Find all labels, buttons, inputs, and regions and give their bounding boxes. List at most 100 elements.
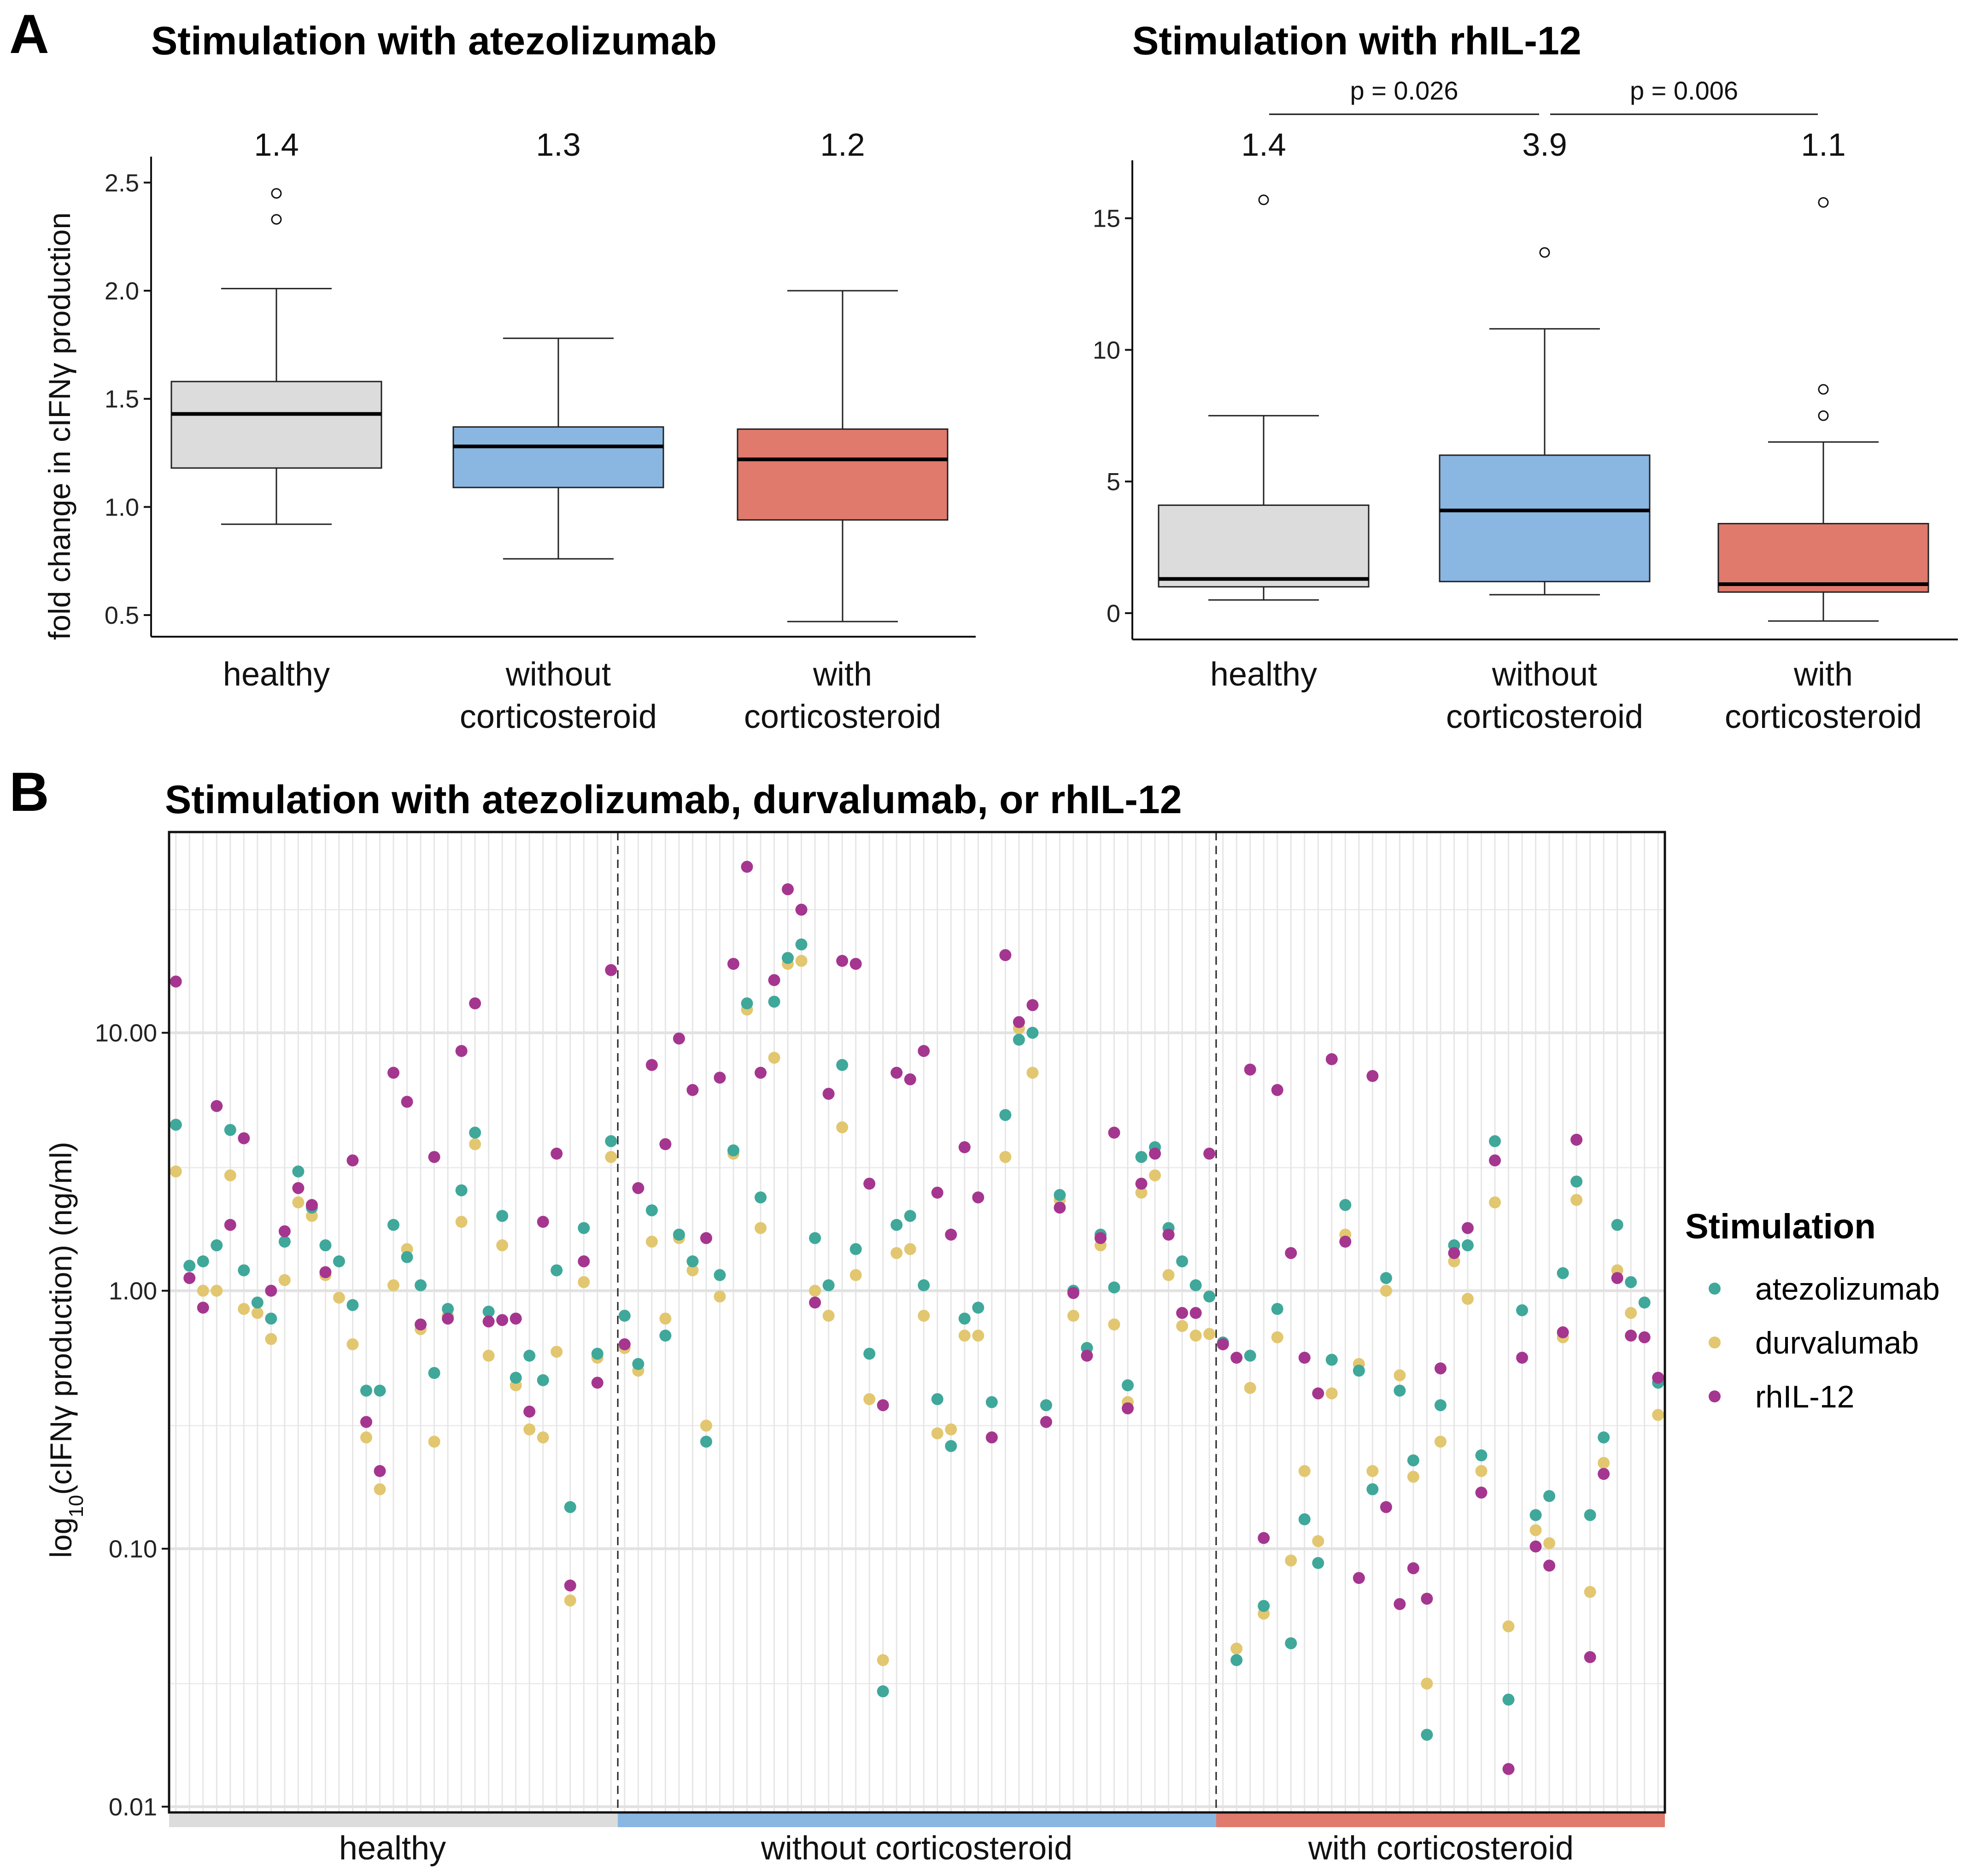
point-atezolizumab: [211, 1239, 223, 1252]
point-rhil12: [1448, 1247, 1460, 1259]
right-y-tick-label: 5: [1107, 468, 1120, 496]
point-rhil12: [265, 1284, 277, 1297]
point-durvalumab: [1448, 1255, 1460, 1267]
point-atezolizumab: [673, 1228, 685, 1241]
point-rhil12: [1489, 1154, 1501, 1167]
point-rhil12: [537, 1216, 549, 1228]
point-atezolizumab: [455, 1184, 468, 1196]
point-atezolizumab: [1584, 1509, 1596, 1521]
panel-b-y-axis-title: log10(cIFNγ production) (ng/ml): [44, 1142, 88, 1558]
point-durvalumab: [1380, 1284, 1392, 1297]
point-atezolizumab: [686, 1255, 699, 1267]
point-atezolizumab: [768, 996, 780, 1008]
point-atezolizumab: [564, 1501, 576, 1513]
point-durvalumab: [1271, 1331, 1283, 1343]
point-rhil12: [972, 1191, 984, 1204]
point-durvalumab: [305, 1210, 318, 1222]
point-rhil12: [863, 1178, 876, 1190]
point-rhil12: [849, 958, 862, 970]
left-median-label-with: 1.2: [820, 127, 865, 163]
point-rhil12: [415, 1318, 427, 1331]
point-atezolizumab: [387, 1219, 400, 1231]
point-rhil12: [714, 1072, 726, 1084]
point-durvalumab: [292, 1196, 305, 1208]
right-outlier-healthy: [1258, 194, 1269, 205]
point-atezolizumab: [931, 1393, 943, 1405]
point-rhil12: [1380, 1501, 1392, 1513]
point-durvalumab: [578, 1276, 590, 1288]
point-atezolizumab: [346, 1299, 359, 1311]
point-rhil12: [877, 1399, 889, 1412]
point-durvalumab: [1570, 1194, 1583, 1206]
point-rhil12: [1407, 1562, 1419, 1574]
point-durvalumab: [1203, 1328, 1216, 1340]
point-rhil12: [1543, 1559, 1556, 1572]
point-durvalumab: [455, 1216, 468, 1228]
point-durvalumab: [523, 1423, 536, 1436]
point-durvalumab: [224, 1169, 236, 1182]
point-atezolizumab: [496, 1210, 509, 1222]
right-y-tick-label: 0: [1107, 600, 1120, 627]
point-durvalumab: [360, 1431, 373, 1444]
point-rhil12: [510, 1313, 522, 1325]
left-median-label-healthy: 1.4: [254, 127, 299, 163]
point-atezolizumab: [1026, 1026, 1039, 1039]
point-durvalumab: [333, 1291, 345, 1304]
point-atezolizumab: [822, 1279, 835, 1291]
point-atezolizumab: [918, 1279, 930, 1291]
point-durvalumab: [686, 1264, 699, 1277]
point-durvalumab: [645, 1236, 658, 1248]
point-durvalumab: [1312, 1535, 1324, 1548]
point-atezolizumab: [1135, 1151, 1148, 1163]
point-atezolizumab: [170, 1119, 182, 1131]
point-rhil12: [890, 1067, 903, 1079]
point-rhil12: [211, 1100, 223, 1112]
point-rhil12: [741, 861, 753, 873]
right-box-without: [1439, 454, 1651, 582]
point-rhil12: [455, 1045, 468, 1057]
left-category-without-line2: corticosteroid: [460, 698, 657, 735]
right-category-without-line1: without: [1492, 656, 1597, 693]
point-durvalumab: [863, 1393, 876, 1405]
point-durvalumab: [265, 1333, 277, 1345]
point-durvalumab: [849, 1269, 862, 1281]
point-atezolizumab: [1040, 1399, 1052, 1412]
point-atezolizumab: [809, 1232, 821, 1244]
point-durvalumab: [822, 1309, 835, 1322]
point-rhil12: [1475, 1486, 1488, 1499]
point-rhil12: [428, 1151, 440, 1163]
scatter-y-tick-label: 0.01: [109, 1794, 157, 1821]
left-category-without-line1: without: [505, 656, 611, 693]
point-durvalumab: [374, 1483, 386, 1495]
point-atezolizumab: [1285, 1637, 1297, 1649]
point-rhil12: [1271, 1084, 1283, 1096]
point-durvalumab: [1394, 1369, 1406, 1382]
point-durvalumab: [170, 1165, 182, 1178]
point-rhil12: [945, 1228, 957, 1241]
left-category-healthy: healthy: [223, 656, 330, 693]
point-durvalumab: [1230, 1642, 1243, 1655]
point-rhil12: [1325, 1053, 1338, 1066]
point-atezolizumab: [1298, 1513, 1311, 1525]
point-rhil12: [645, 1059, 658, 1071]
left-category-with-line2: corticosteroid: [744, 698, 941, 735]
point-durvalumab: [537, 1431, 549, 1444]
point-rhil12: [564, 1579, 576, 1592]
point-atezolizumab: [1516, 1304, 1529, 1317]
point-durvalumab: [496, 1239, 509, 1252]
point-durvalumab: [1189, 1330, 1202, 1342]
point-rhil12: [931, 1186, 943, 1199]
point-durvalumab: [999, 1151, 1012, 1163]
point-atezolizumab: [1339, 1199, 1352, 1211]
point-atezolizumab: [618, 1309, 631, 1322]
point-durvalumab: [1598, 1457, 1610, 1469]
right-y-tick-label: 10: [1093, 336, 1120, 364]
point-rhil12: [1176, 1307, 1189, 1319]
point-rhil12: [578, 1255, 590, 1267]
point-atezolizumab: [1258, 1600, 1270, 1612]
point-atezolizumab: [645, 1204, 658, 1217]
point-rhil12: [659, 1138, 672, 1150]
point-atezolizumab: [1325, 1354, 1338, 1366]
point-rhil12: [1122, 1402, 1134, 1414]
